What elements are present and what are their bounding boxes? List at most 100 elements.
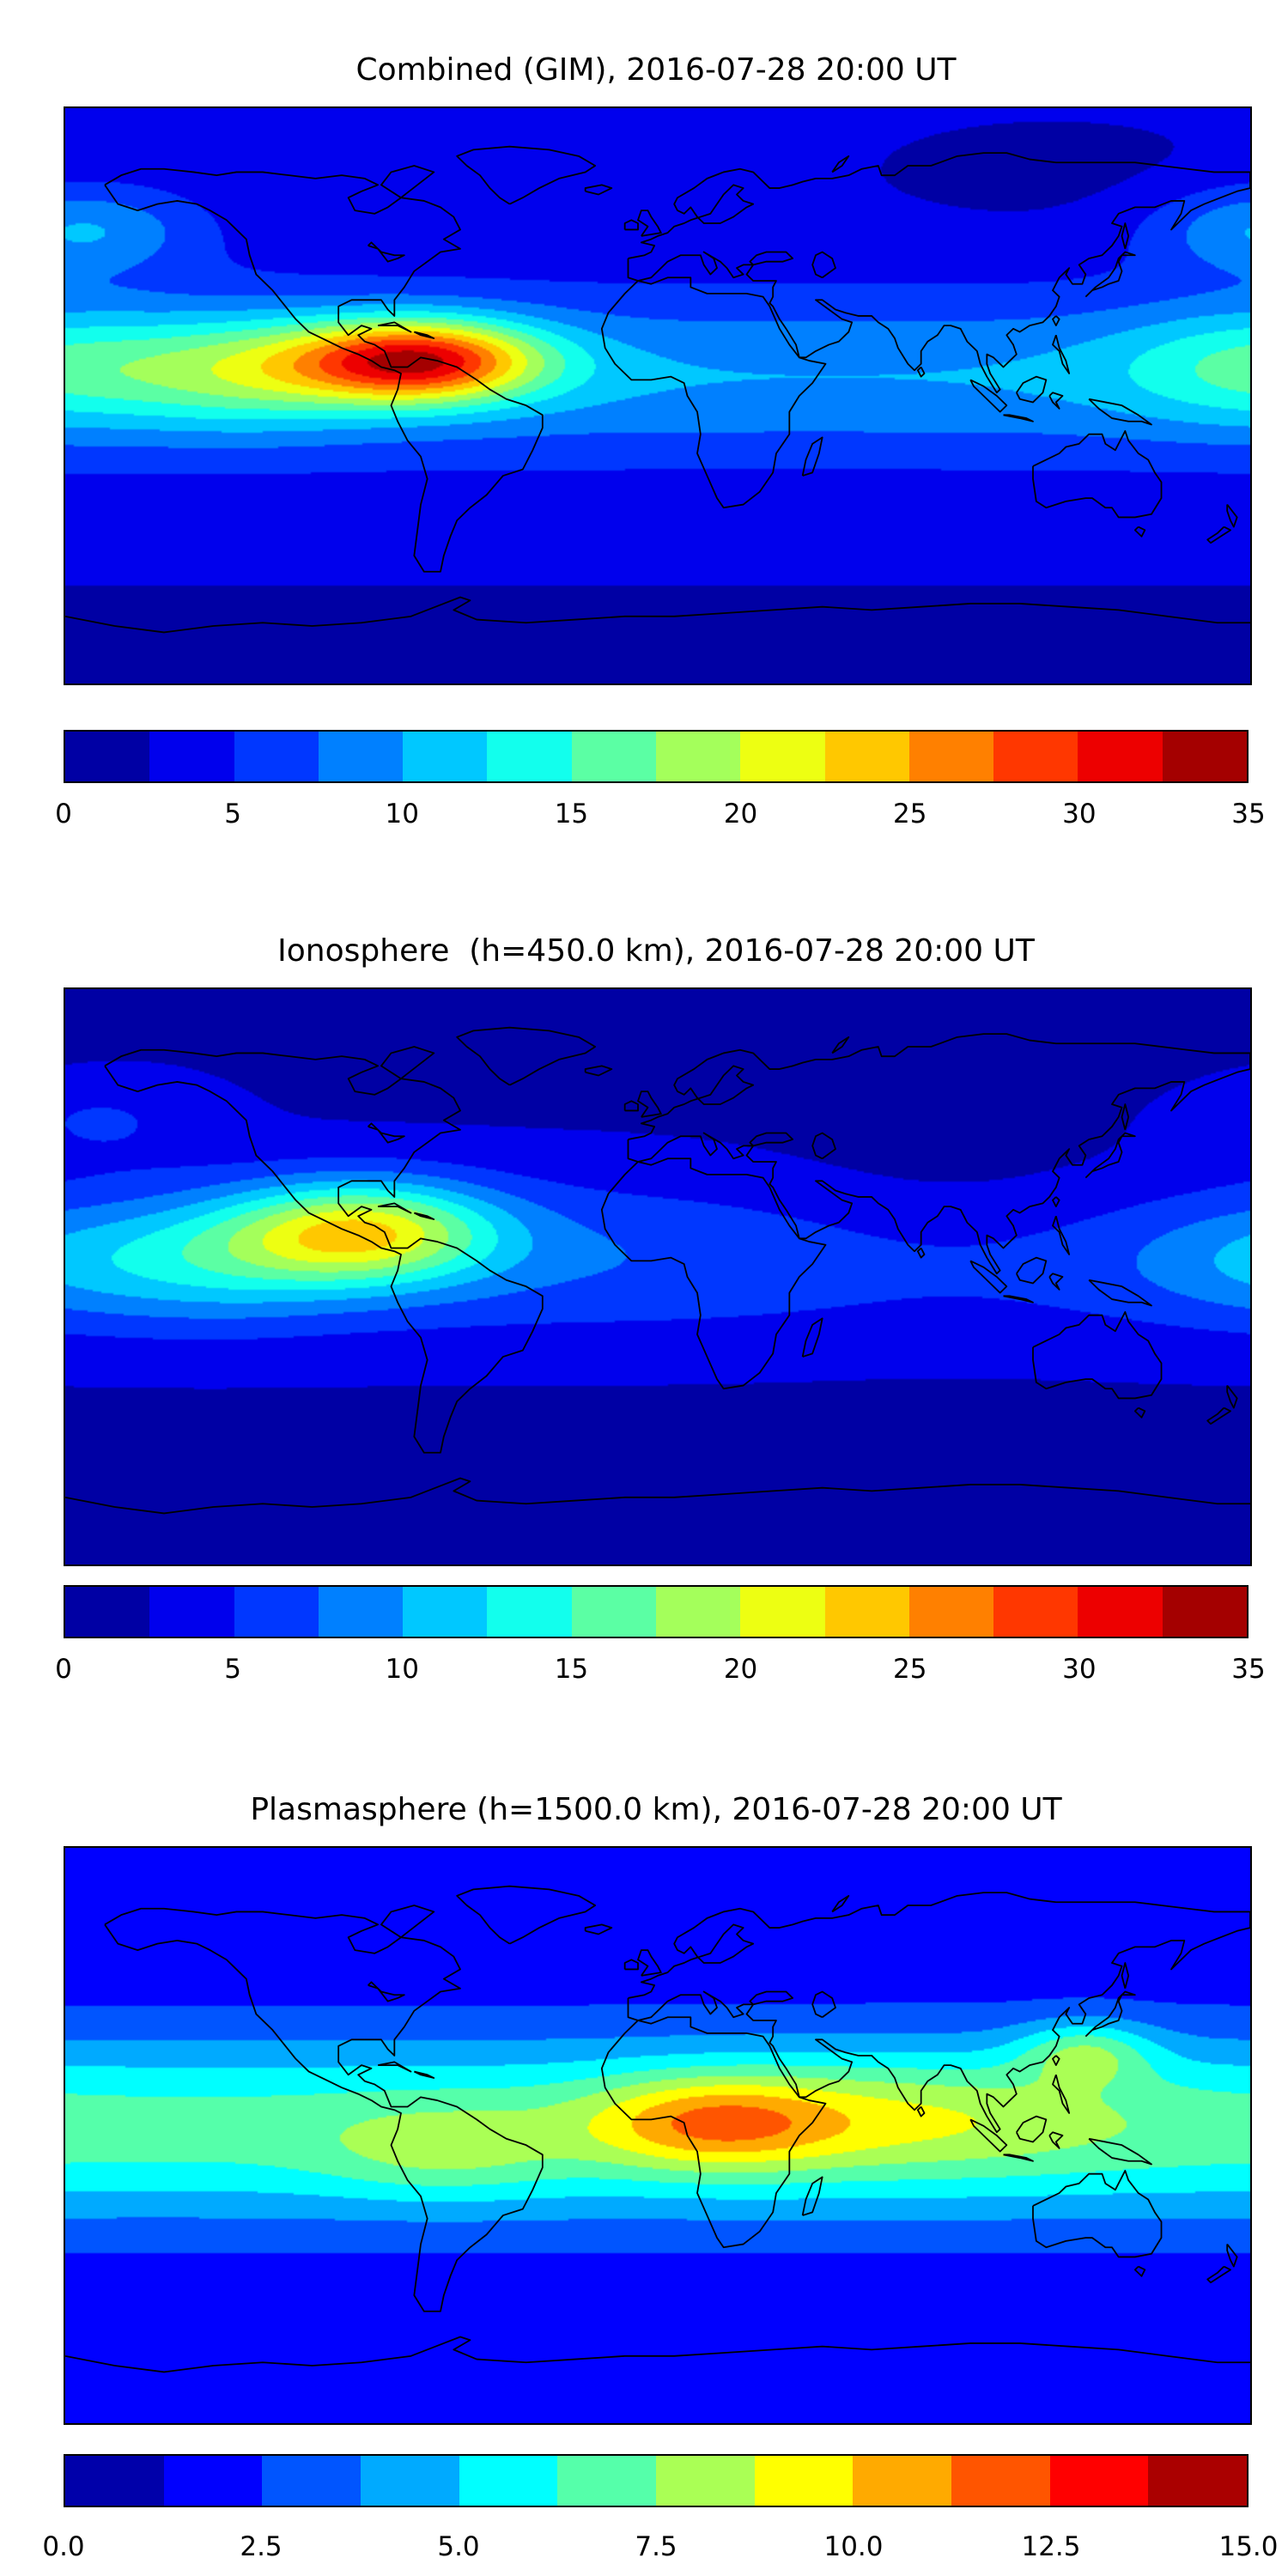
map-ionosphere bbox=[64, 987, 1252, 1566]
coastline-path bbox=[629, 153, 1251, 392]
colorbar-tick-label: 5 bbox=[224, 799, 242, 829]
coastline-path bbox=[832, 1896, 848, 1912]
coastline-path bbox=[586, 1924, 612, 1934]
colorbar-tick-label: 0 bbox=[55, 799, 72, 829]
coastline-path bbox=[586, 1066, 612, 1075]
coastline-path bbox=[381, 166, 434, 197]
coastline-path bbox=[1049, 1273, 1062, 1290]
coastline-path bbox=[1053, 2075, 1069, 2113]
colorbar-tick-label: 15 bbox=[554, 799, 589, 829]
colorbar-segment bbox=[65, 2456, 164, 2506]
coastline-path bbox=[1207, 2267, 1230, 2283]
coastline-path bbox=[105, 1050, 543, 1453]
coastline-path bbox=[803, 437, 823, 476]
coastline-path bbox=[1004, 415, 1034, 421]
coastline-path bbox=[629, 1034, 1251, 1273]
coastline-path bbox=[1004, 1296, 1034, 1302]
coastline-path bbox=[625, 1959, 638, 1969]
colorbar-tick-labels: 0 5 10 15 20 25 30 35 bbox=[55, 1650, 1266, 1688]
coastline-path bbox=[803, 1318, 823, 1357]
coastline-path bbox=[1053, 316, 1060, 325]
colorbar-tick-label: 20 bbox=[723, 1654, 758, 1685]
coastline-path bbox=[1207, 527, 1230, 544]
colorbar bbox=[64, 730, 1249, 783]
coastline-path bbox=[457, 1886, 595, 1944]
contour-field-canvas bbox=[65, 989, 1250, 1564]
coastline-path bbox=[625, 220, 638, 229]
colorbar-segment bbox=[234, 1587, 319, 1637]
coastline-path bbox=[750, 252, 793, 265]
colorbar-segment bbox=[163, 2456, 263, 2506]
map-combined-gim bbox=[64, 106, 1252, 685]
coastline-path bbox=[1135, 1408, 1145, 1418]
colorbar-segment bbox=[655, 1587, 741, 1637]
colorbar-segment bbox=[1148, 2456, 1248, 2506]
colorbar-tick-label: 30 bbox=[1062, 1654, 1097, 1685]
coastline-path bbox=[1089, 2139, 1151, 2165]
coastline-path bbox=[1227, 2245, 1237, 2267]
colorbar-tick-label: 15 bbox=[554, 1654, 589, 1685]
coastline-path bbox=[1135, 527, 1145, 537]
coastline-path bbox=[602, 277, 826, 507]
coastline-path bbox=[803, 2177, 823, 2215]
coastline-path bbox=[381, 1047, 434, 1078]
coastline-path bbox=[638, 1091, 661, 1117]
colorbar-segment bbox=[149, 1587, 234, 1637]
coastline-path bbox=[1004, 2154, 1034, 2160]
coastline-path bbox=[602, 1158, 826, 1388]
coastline-path bbox=[1135, 2267, 1145, 2276]
colorbar-tick-label: 25 bbox=[892, 1654, 927, 1685]
coastline-path bbox=[970, 1261, 1006, 1292]
colorbar-segment bbox=[993, 1587, 1078, 1637]
coastline-path bbox=[812, 1133, 835, 1159]
colorbar-segment bbox=[571, 1587, 656, 1637]
colorbar-tick-label: 10 bbox=[385, 1654, 420, 1685]
coastline-path bbox=[1053, 335, 1069, 374]
coastline-path bbox=[378, 1203, 410, 1212]
coastline-path bbox=[1033, 1312, 1162, 1399]
colorbar-segment bbox=[993, 732, 1078, 781]
coastline-path bbox=[812, 1992, 835, 2018]
coastline-path bbox=[1033, 431, 1162, 518]
coastline-path bbox=[629, 1893, 1251, 2132]
colorbar-tick-labels: 0 5 10 15 20 25 30 35 bbox=[55, 795, 1266, 833]
coastline-path bbox=[812, 252, 835, 278]
coastline-path bbox=[1085, 252, 1135, 297]
coastline-path bbox=[750, 1133, 793, 1146]
coastline-path bbox=[1053, 1197, 1060, 1206]
coastline-path bbox=[1207, 1408, 1230, 1425]
coastline-path bbox=[1085, 1992, 1135, 2037]
coastline-path bbox=[1053, 2056, 1060, 2065]
colorbar-tick-label: 10.0 bbox=[823, 2531, 884, 2562]
colorbar-tick-label: 7.5 bbox=[635, 2531, 677, 2562]
colorbar-segment bbox=[1162, 732, 1247, 781]
coastline-path bbox=[602, 2017, 826, 2247]
colorbar-segment bbox=[1049, 2456, 1149, 2506]
coastline-path bbox=[1049, 392, 1062, 409]
coastline-path bbox=[368, 1982, 404, 2001]
colorbar-segment bbox=[487, 732, 572, 781]
coastline-path bbox=[918, 2107, 925, 2117]
panel-combined-gim: Combined (GIM), 2016-07-28 20:00 UT 0 5 10… bbox=[0, 52, 1288, 833]
coastline-path bbox=[918, 1249, 925, 1258]
coastline-path bbox=[65, 2337, 1250, 2372]
coastline-path bbox=[1122, 223, 1129, 249]
coastline-path bbox=[414, 1213, 434, 1219]
colorbar-segment bbox=[149, 732, 234, 781]
contour-field-canvas bbox=[65, 108, 1250, 683]
coastline-path bbox=[381, 1905, 434, 1937]
colorbar-segment bbox=[908, 732, 994, 781]
panel-title-combined: Combined (GIM), 2016-07-28 20:00 UT bbox=[355, 52, 957, 88]
colorbar bbox=[64, 1585, 1249, 1638]
coastline-path bbox=[638, 210, 661, 236]
colorbar-tick-labels: 0.0 2.5 5.0 7.5 10.0 12.5 15.0 bbox=[42, 2528, 1278, 2566]
coastline-path bbox=[368, 1123, 404, 1142]
coastline-path bbox=[1122, 1104, 1129, 1130]
coastline-path bbox=[625, 1101, 638, 1110]
coastline-path bbox=[65, 598, 1250, 633]
colorbar-segment bbox=[740, 1587, 825, 1637]
colorbar-segment bbox=[65, 1587, 150, 1637]
colorbar-tick-label: 2.5 bbox=[240, 2531, 283, 2562]
colorbar-tick-label: 30 bbox=[1062, 799, 1097, 829]
